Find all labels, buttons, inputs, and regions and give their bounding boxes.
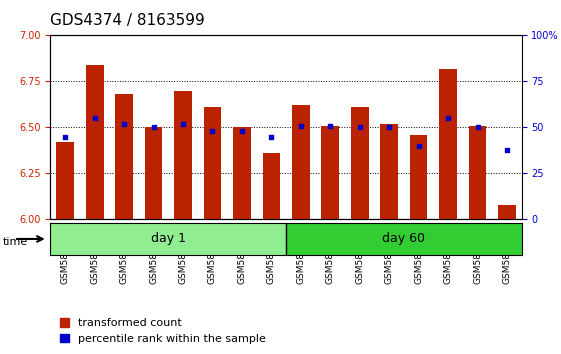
Bar [86, 65, 103, 219]
Bar [380, 124, 398, 219]
Point [296, 123, 305, 129]
Point [267, 134, 276, 139]
Point [61, 134, 70, 139]
Point [503, 147, 512, 152]
Bar [50, 223, 286, 255]
Bar [174, 91, 192, 219]
Bar [410, 135, 427, 219]
Point [208, 128, 217, 134]
Bar [233, 127, 251, 219]
Text: day 60: day 60 [383, 233, 425, 245]
Bar [56, 142, 74, 219]
Bar [286, 223, 522, 255]
Point [326, 123, 335, 129]
Bar [351, 107, 369, 219]
Point [355, 125, 364, 130]
Bar [145, 127, 163, 219]
Text: day 1: day 1 [151, 233, 186, 245]
Point [385, 125, 394, 130]
Point [414, 143, 423, 149]
Point [444, 115, 453, 121]
Bar [468, 126, 486, 219]
Bar [263, 153, 280, 219]
Point [178, 121, 187, 127]
Point [237, 128, 246, 134]
Bar [115, 94, 133, 219]
Bar [498, 205, 516, 219]
Legend: transformed count, percentile rank within the sample: transformed count, percentile rank withi… [56, 314, 270, 348]
Bar [292, 105, 310, 219]
Bar [439, 69, 457, 219]
Point [473, 125, 482, 130]
Point [90, 115, 99, 121]
Point [149, 125, 158, 130]
Bar [204, 107, 221, 219]
Bar [321, 126, 339, 219]
Text: GDS4374 / 8163599: GDS4374 / 8163599 [50, 13, 205, 28]
Point [119, 121, 128, 127]
Text: time: time [3, 238, 28, 247]
